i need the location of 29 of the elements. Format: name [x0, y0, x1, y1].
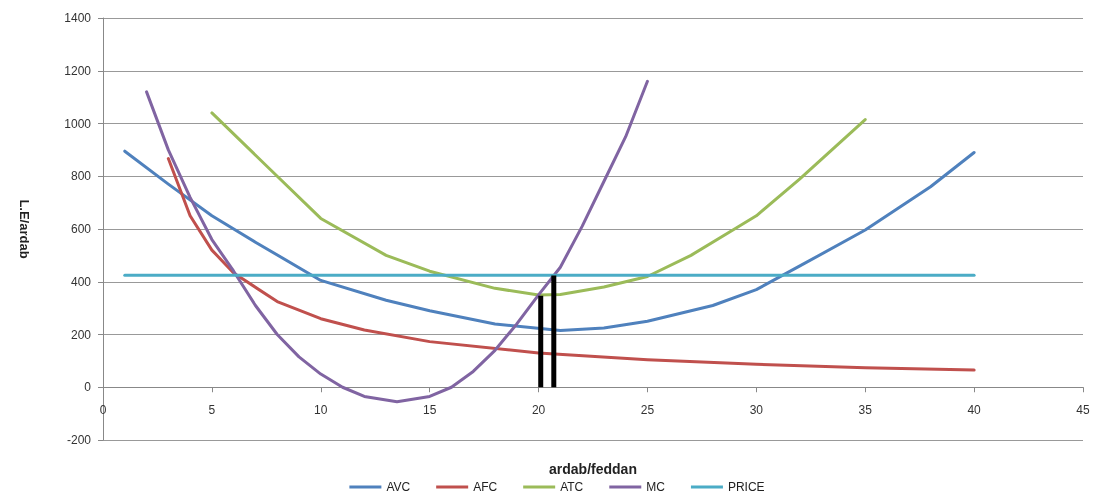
- y-axis-title: L.E/ardab: [17, 199, 32, 259]
- y-tick-label: 1000: [64, 116, 92, 131]
- x-tick-label: 20: [531, 403, 546, 417]
- y-tick-label: 0: [84, 380, 92, 395]
- line-series: [123, 149, 976, 333]
- legend-label: MC: [646, 480, 666, 494]
- y-tick-label: 400: [70, 274, 92, 289]
- legend-label: PRICE: [727, 480, 765, 494]
- y-tick-label: 1400: [64, 11, 92, 25]
- x-tick-label: 35: [858, 403, 873, 417]
- legend-label: AFC: [473, 480, 498, 494]
- y-tick-label: 200: [70, 327, 92, 342]
- x-tick-label: 10: [314, 403, 328, 417]
- line-series: [145, 79, 649, 404]
- x-tick-label: 40: [967, 403, 982, 417]
- x-axis-title: ardab/feddan: [549, 461, 637, 477]
- line-series: [166, 157, 976, 372]
- y-tick-label: 600: [70, 222, 92, 236]
- x-tick-label: 15: [422, 403, 437, 417]
- x-tick-label: 25: [640, 403, 655, 417]
- x-tick-label: 30: [749, 403, 764, 417]
- x-tick-label: 5: [208, 403, 216, 417]
- legend-label: AVC: [386, 480, 411, 494]
- x-tick-label: 45: [1076, 403, 1090, 417]
- y-tick-label: 1200: [64, 63, 92, 78]
- y-tick-label: -200: [66, 433, 92, 447]
- legend-label: ATC: [560, 480, 584, 494]
- line-series: [210, 111, 867, 297]
- y-tick-label: 800: [70, 169, 92, 184]
